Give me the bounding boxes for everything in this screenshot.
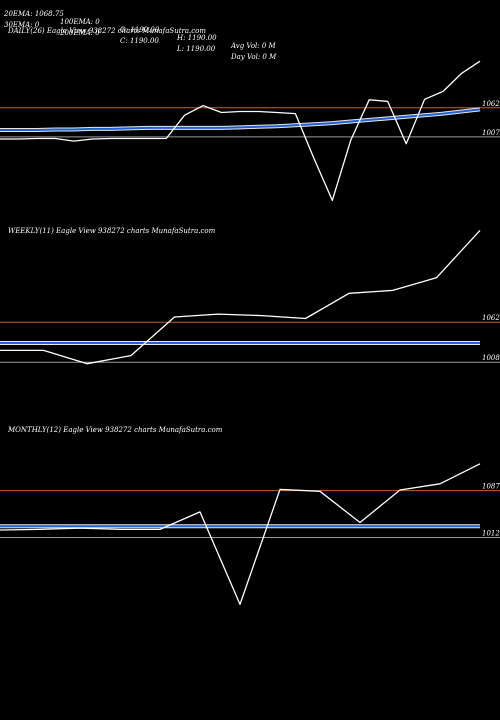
header-row-2: 30EMA: 0 200EMA: 0 C: 1190.00 L: 1190.00…	[4, 13, 276, 61]
monthly-panel-title: MONTHLY(12) Eagle View 938272 charts Mun…	[8, 426, 223, 434]
close-readout: C: 1190.00	[120, 37, 159, 45]
weekly-level-label-0: 1062	[482, 314, 500, 322]
daily-panel-title: DAILY(26) Eagle View 938272 charts Munaf…	[8, 27, 207, 35]
weekly-level-label-1: 1008	[482, 354, 500, 362]
weekly-chart: 1062 1008	[0, 229, 500, 365]
ema100-readout: 100EMA: 0	[60, 18, 100, 26]
monthly-level-label-1: 1012	[482, 530, 500, 538]
monthly-chart: 1087 1012	[0, 463, 500, 606]
day-volume-readout: Day Vol: 0 M	[231, 53, 277, 61]
daily-ema-line	[0, 108, 481, 131]
open-readout: O: 1190.00	[120, 26, 160, 34]
monthly-level-label-0: 1087	[482, 483, 500, 491]
header-row-1: 20EMA: 1068.75 100EMA: 0 O: 1190.00 H: 1…	[4, 2, 276, 50]
low-readout: L: 1190.00	[177, 45, 216, 53]
ema30-readout: 30EMA: 0	[4, 21, 40, 29]
avg-volume-readout: Avg Vol: 0 M	[231, 42, 276, 50]
monthly-price-line	[0, 463, 481, 606]
weekly-price-line	[0, 229, 481, 365]
ema200-readout: 200EMA: 0	[60, 29, 100, 37]
daily-level-label-1: 1007	[482, 129, 500, 137]
daily-level-label-0: 1062	[482, 100, 500, 108]
ema20-readout: 20EMA: 1068.75	[4, 10, 64, 18]
weekly-panel-title: WEEKLY(11) Eagle View 938272 charts Muna…	[8, 227, 216, 235]
daily-price-line	[0, 60, 481, 202]
daily-chart: 1062 1007	[0, 60, 500, 202]
high-readout: H: 1190.00	[177, 34, 217, 42]
